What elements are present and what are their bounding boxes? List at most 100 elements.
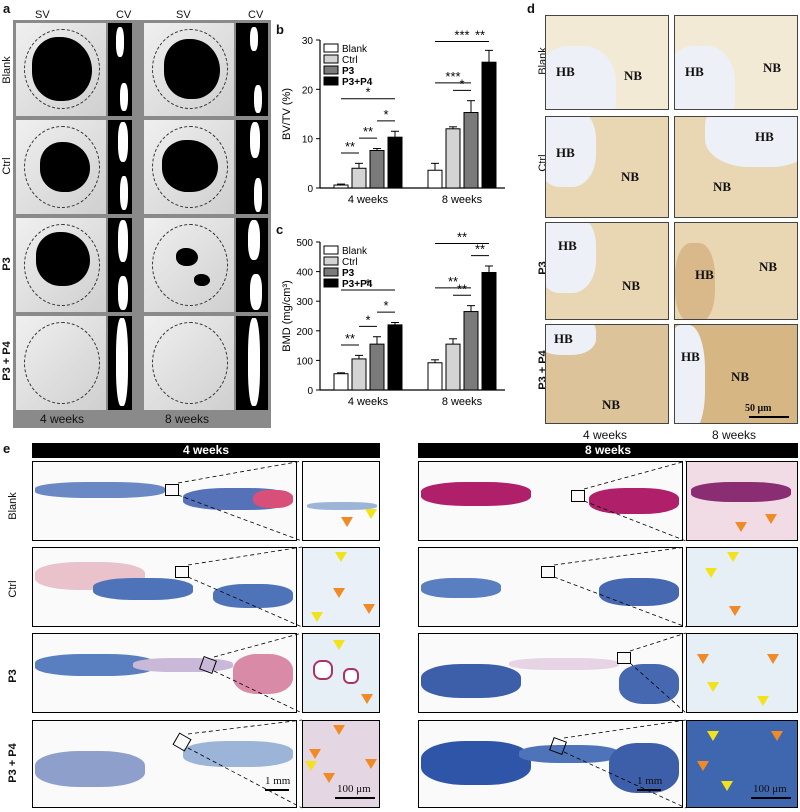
scale-bar-100um-8w xyxy=(751,797,791,799)
c-sig-star-4: ** xyxy=(457,232,467,244)
c-legend-label-1: Ctrl xyxy=(342,257,358,268)
b-legend-label-3: P3+P4 xyxy=(342,77,373,88)
ct-sv-p3p4-8w xyxy=(144,316,234,410)
c-sig-star-7: ** xyxy=(448,274,458,289)
scale-1mm-8w: 1 mm xyxy=(637,775,663,787)
mt-zoom-ctrl-8w xyxy=(686,547,798,627)
b-bar-3-0 xyxy=(387,136,403,189)
c-legend-label-3: P3+P4 xyxy=(342,279,373,290)
ct-cv-p3-4w xyxy=(108,218,132,312)
mt-zoom-ctrl-4w xyxy=(302,547,380,627)
ct-sv-p3-8w xyxy=(144,218,234,312)
ct-sv-blank-4w xyxy=(16,23,106,116)
mt-zoom-p3p4-8w: 100 μm xyxy=(686,720,798,808)
b-sig-star-1: ** xyxy=(363,124,373,139)
b-legend-swatch-1 xyxy=(323,54,339,64)
scale-100um-8w: 100 μm xyxy=(753,783,787,795)
mt-zoom-p3p4-4w: 100 μm xyxy=(302,720,380,808)
c-legend-label-0: Blank xyxy=(342,246,368,257)
b-sig-star-7: *** xyxy=(445,69,460,84)
scale-bar-1mm-8w xyxy=(637,789,661,791)
b-ytick-label-1: 10 xyxy=(302,135,314,146)
c-ytick-label-0: 0 xyxy=(307,386,313,397)
ct-sv-p3p4-4w xyxy=(16,316,106,410)
mt-ctrl-8w xyxy=(418,547,683,627)
ct-cv-blank-4w xyxy=(108,23,132,116)
time-label-4w-a: 4 weeks xyxy=(40,412,85,426)
time-label-8w-d: 8 weeks xyxy=(712,428,757,442)
ihc-blank-4w: HB NB xyxy=(545,15,669,110)
mt-p3p4-4w: 1 mm xyxy=(32,720,297,808)
c-ytick-label-2: 200 xyxy=(296,327,313,338)
scale-bar-1mm-4w xyxy=(265,789,289,791)
scale-1mm-4w: 1 mm xyxy=(265,775,291,787)
panel-a-label: a xyxy=(3,1,11,16)
c-xtick-label-0: 4 weeks xyxy=(348,396,389,408)
b-xtick-label-1: 8 weeks xyxy=(442,194,483,206)
ihc-p3p4-8w: HB NB 50 μm xyxy=(674,324,798,424)
c-legend-label-2: P3 xyxy=(342,268,355,279)
b-sig-star-2: * xyxy=(383,107,388,122)
ct-cv-ctrl-8w xyxy=(236,120,268,214)
c-sig-star-5: ** xyxy=(457,281,467,296)
ihc-ctrl-8w: HB NB xyxy=(674,116,798,218)
c-legend-swatch-0 xyxy=(323,245,339,255)
ct-cv-p3-8w xyxy=(236,218,268,312)
panel-e-label: e xyxy=(3,441,11,456)
ihc-p3-8w: HB NB xyxy=(674,222,798,320)
panel-b-label: b xyxy=(276,22,284,37)
b-sig-star-5: * xyxy=(459,76,464,91)
c-ytick-label-5: 500 xyxy=(296,238,313,249)
scale-bar-100um-4w xyxy=(335,797,375,799)
b-ytick-label-3: 30 xyxy=(302,36,314,47)
scale-100um-4w: 100 μm xyxy=(337,783,371,795)
mt-zoom-blank-4w xyxy=(302,461,380,541)
time-label-4w-d: 4 weeks xyxy=(583,428,628,442)
c-legend-swatch-3 xyxy=(323,278,339,288)
b-legend-swatch-0 xyxy=(323,43,339,53)
col-header-cv-8w: CV xyxy=(248,9,264,21)
c-ylabel: BMD (mg/cm³) xyxy=(281,280,293,352)
e-header-4w: 4 weeks xyxy=(32,443,380,458)
b-legend-label-0: Blank xyxy=(342,44,368,55)
ihc-p3p4-4w: HB NB xyxy=(545,324,669,424)
ct-sv-p3-4w xyxy=(16,218,106,312)
bmd-bar-chart: 0 100 200 300 400 500 BMD (mg/cm³) 4 weeks 8 wee… xyxy=(281,232,505,408)
c-legend-swatch-2 xyxy=(323,267,339,277)
c-sig-star-6: ** xyxy=(475,242,485,257)
ihc-scale-bar xyxy=(749,416,789,418)
col-header-cv-4w: CV xyxy=(116,9,132,21)
mt-zoom-p3-8w xyxy=(686,633,798,713)
b-sig-star-4: *** xyxy=(454,30,469,42)
mt-zoom-p3-4w xyxy=(302,633,380,713)
ihc-scale-bar-label: 50 μm xyxy=(745,403,772,414)
time-label-8w-a: 8 weeks xyxy=(165,412,210,426)
ct-sv-ctrl-8w xyxy=(144,120,234,214)
c-xtick-label-1: 8 weeks xyxy=(442,396,483,408)
c-ytick-label-4: 400 xyxy=(296,268,313,279)
mt-p3-4w xyxy=(32,633,297,713)
c-sig-star-0: ** xyxy=(345,331,355,346)
ct-sv-blank-8w xyxy=(144,23,234,116)
b-legend-swatch-3 xyxy=(323,76,339,86)
ct-sv-ctrl-4w xyxy=(16,120,106,214)
c-ytick-label-3: 300 xyxy=(296,297,313,308)
c-sig-star-3: * xyxy=(365,276,370,291)
c-sig-star-1: * xyxy=(365,312,370,327)
mt-blank-4w xyxy=(32,461,297,541)
ihc-p3-4w: HB NB xyxy=(545,222,669,320)
ct-cv-blank-8w xyxy=(236,23,268,116)
b-sig-star-3: * xyxy=(365,85,370,100)
mt-ctrl-4w xyxy=(32,547,297,627)
ct-cv-p3p4-8w xyxy=(236,316,268,410)
c-ytick-label-1: 100 xyxy=(296,356,313,367)
c-bar-3-0 xyxy=(387,324,403,391)
ct-cv-ctrl-4w xyxy=(108,120,132,214)
b-sig-star-6: ** xyxy=(475,30,485,42)
b-ytick-label-0: 0 xyxy=(307,184,313,195)
b-xtick-label-0: 4 weeks xyxy=(348,194,389,206)
c-sig-star-2: * xyxy=(383,298,388,313)
mt-zoom-blank-8w xyxy=(686,461,798,541)
